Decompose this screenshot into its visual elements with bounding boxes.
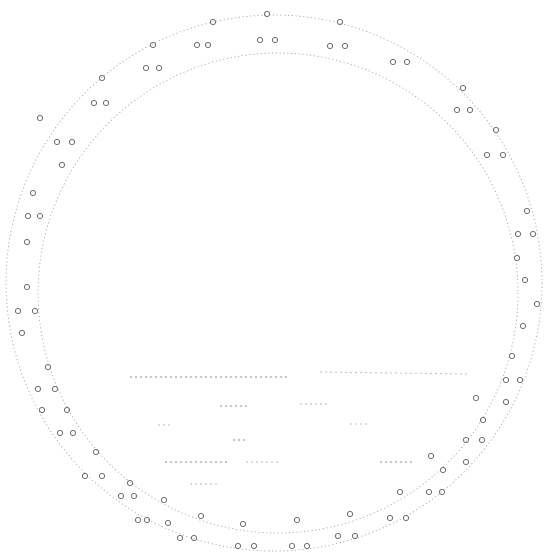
ring-mark	[492, 126, 500, 134]
ring-mark	[164, 519, 172, 527]
ring-mark	[239, 520, 247, 528]
ring-mark	[197, 512, 205, 520]
ring-mark	[462, 458, 470, 466]
ring-mark	[36, 212, 44, 220]
ring-mark	[149, 41, 157, 49]
ring-mark	[271, 36, 279, 44]
ring-mark	[523, 207, 531, 215]
ring-mark	[386, 514, 394, 522]
ring-mark	[502, 376, 510, 384]
ring-mark	[478, 436, 486, 444]
ring-mark	[502, 398, 510, 406]
ring-mark	[529, 230, 537, 238]
ring-mark	[514, 230, 522, 238]
ring-mark	[193, 41, 201, 49]
ring-mark	[18, 329, 26, 337]
horizon-line	[319, 371, 471, 375]
ring-mark	[453, 106, 461, 114]
ring-mark	[466, 106, 474, 114]
ring-mark	[126, 479, 134, 487]
ring-mark	[326, 42, 334, 50]
ring-mark	[513, 254, 521, 262]
ring-mark	[68, 138, 76, 146]
ring-mark	[346, 510, 354, 518]
ring-mark	[293, 516, 301, 524]
ring-mark	[351, 532, 359, 540]
ring-mark	[31, 307, 39, 315]
ring-mark	[160, 496, 168, 504]
ring-mark	[334, 532, 342, 540]
ring-mark	[130, 492, 138, 500]
ring-mark	[499, 151, 507, 159]
ring-mark	[427, 452, 435, 460]
ring-mark	[176, 534, 184, 542]
ring-mark	[92, 448, 100, 456]
ring-mark	[516, 376, 524, 384]
ring-mark	[34, 385, 42, 393]
ring-mark	[14, 307, 22, 315]
ring-mark	[256, 36, 264, 44]
ring-mark	[483, 151, 491, 159]
horizon-lines	[130, 371, 471, 485]
ring-mark	[63, 406, 71, 414]
ring-mark	[533, 300, 541, 308]
ring-mark	[204, 41, 212, 49]
ring-mark	[459, 84, 467, 92]
ring-mark	[134, 516, 142, 524]
ring-mark	[36, 114, 44, 122]
ring-mark	[23, 283, 31, 291]
ring-mark	[402, 514, 410, 522]
ring-mark	[102, 99, 110, 107]
ring-mark	[508, 352, 516, 360]
ring-mark	[425, 488, 433, 496]
seal	[5, 10, 543, 552]
outer-ring	[5, 14, 543, 552]
ring-mark	[263, 10, 271, 18]
ring-mark	[519, 322, 527, 330]
ring-mark	[190, 534, 198, 542]
ring-mark	[69, 429, 77, 437]
ring-mark	[479, 416, 487, 424]
ring-mark	[98, 472, 106, 480]
ring-mark	[303, 542, 311, 550]
ring-mark	[250, 542, 258, 550]
ring-mark	[472, 394, 480, 402]
ring-mark	[51, 385, 59, 393]
ring-mark	[521, 276, 529, 284]
ring-mark	[44, 363, 52, 371]
ring-mark	[234, 542, 242, 550]
ring-mark	[389, 58, 397, 66]
ring-mark	[117, 492, 125, 500]
inner-ring	[37, 52, 519, 534]
ring-mark	[98, 74, 106, 82]
ring-mark	[438, 488, 446, 496]
ring-mark	[336, 18, 344, 26]
ring-mark	[341, 42, 349, 50]
ring-mark	[462, 436, 470, 444]
ring-mark	[90, 99, 98, 107]
ring-mark	[209, 18, 217, 26]
ring-mark	[439, 466, 447, 474]
ring-mark	[81, 472, 89, 480]
ring-mark	[24, 212, 32, 220]
ring-mark	[288, 542, 296, 550]
ring-mark	[38, 406, 46, 414]
ring-mark	[23, 238, 31, 246]
ring-mark	[142, 64, 150, 72]
ring-mark	[403, 58, 411, 66]
ring-mark	[396, 488, 404, 496]
ring-mark	[56, 429, 64, 437]
ring-mark	[29, 189, 37, 197]
ring-mark	[143, 516, 151, 524]
ring-mark	[155, 64, 163, 72]
ring-marks	[14, 10, 541, 550]
ring-mark	[58, 161, 66, 169]
ring-mark	[53, 138, 61, 146]
